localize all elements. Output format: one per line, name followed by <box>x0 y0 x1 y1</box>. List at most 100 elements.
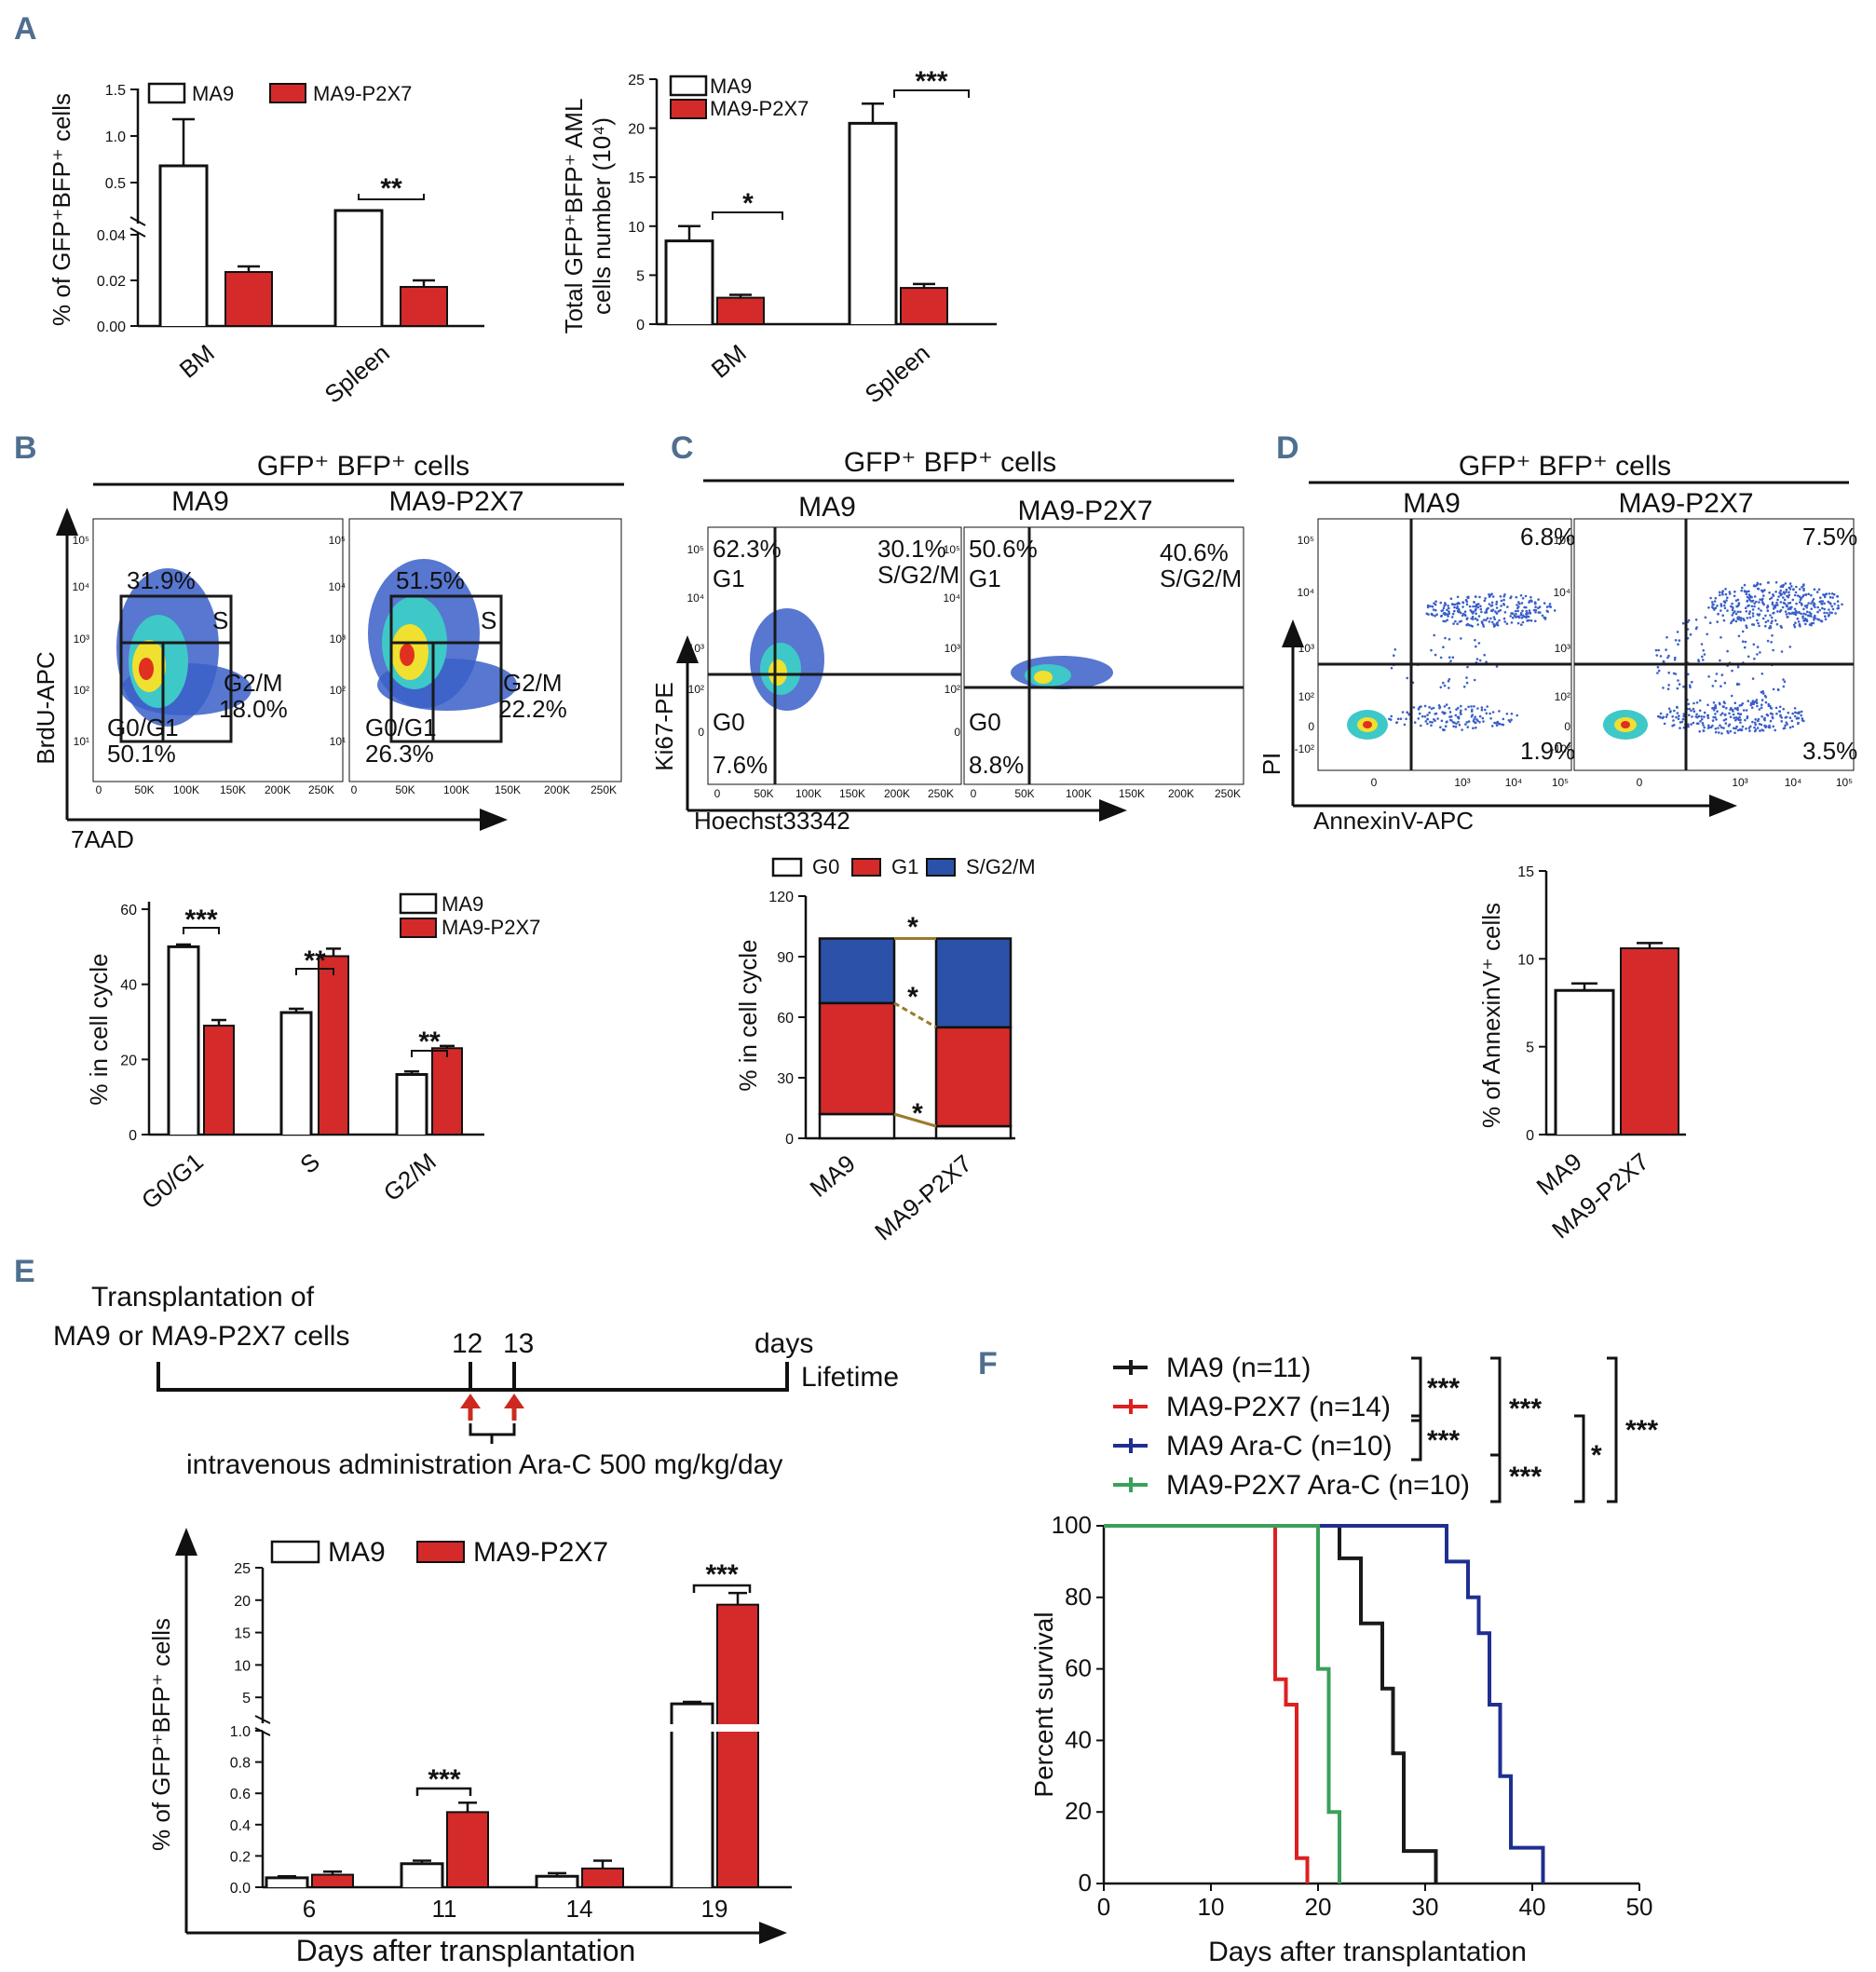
event-dot <box>1752 584 1756 588</box>
event-dot <box>1472 727 1475 729</box>
event-dot <box>1443 705 1447 708</box>
event-dot <box>1726 609 1729 612</box>
event-dot <box>1698 730 1701 733</box>
event-dot <box>1534 605 1537 608</box>
event-dot <box>1780 584 1784 588</box>
event-dot <box>1446 608 1448 612</box>
event-dot <box>1697 660 1700 663</box>
x-tick-label: 10 <box>1198 1893 1225 1921</box>
event-dot <box>1461 601 1464 604</box>
pct-g0: 7.6% <box>713 751 768 779</box>
event-dot <box>1706 703 1709 707</box>
event-dot <box>1743 619 1746 622</box>
tick-label: 10⁴ <box>1553 586 1570 599</box>
event-dot <box>1790 719 1794 723</box>
event-dot <box>1782 678 1785 681</box>
event-dot <box>1716 605 1719 607</box>
event-dot <box>1762 594 1765 597</box>
event-dot <box>1465 721 1469 724</box>
survival-curve <box>1104 1524 1310 1884</box>
sig-label: ** <box>304 945 326 976</box>
event-dot <box>1452 725 1455 728</box>
flow-title: MA9 <box>1403 488 1461 519</box>
bars <box>664 102 948 326</box>
tick-label: 100K <box>1066 787 1092 800</box>
event-dot <box>1529 619 1533 622</box>
event-dot <box>1779 589 1782 592</box>
event-dot <box>1720 605 1723 607</box>
event-dot <box>1802 589 1805 592</box>
event-dot <box>1691 680 1693 684</box>
event-dot <box>1833 603 1836 605</box>
gate-label-g0g1: G0/G1 <box>107 714 179 741</box>
y-axis-label-line2: cells number (10⁴) <box>588 117 616 315</box>
event-dot <box>1707 606 1710 609</box>
event-dot <box>1834 612 1837 615</box>
event-dot <box>1698 709 1702 713</box>
event-dot <box>1720 732 1723 735</box>
event-dot <box>1687 725 1690 728</box>
y-axis-label: % of AnnexinV⁺ cells <box>1477 903 1505 1128</box>
event-dot <box>1396 717 1400 721</box>
event-dot <box>1785 715 1788 719</box>
event-dot <box>1488 620 1491 623</box>
gate-label-g0g1: G0/G1 <box>365 714 437 741</box>
legend-label-g1: G1 <box>891 855 918 878</box>
event-dot <box>1681 717 1685 721</box>
event-dot <box>1736 617 1739 620</box>
event-dot <box>1790 585 1793 588</box>
event-dot <box>1508 720 1512 724</box>
event-dot <box>1793 714 1797 718</box>
event-dot <box>1471 610 1475 614</box>
event-dot <box>1714 730 1718 734</box>
event-dot <box>1543 602 1546 605</box>
tick-label: -10² <box>1295 742 1314 755</box>
event-dot <box>1803 605 1807 607</box>
event-dot <box>1733 590 1736 593</box>
event-dot <box>1723 606 1727 610</box>
event-dot <box>1782 707 1785 711</box>
event-dot <box>1752 643 1756 646</box>
event-dot <box>1723 714 1727 716</box>
event-dot <box>1787 616 1789 619</box>
y-axis-label-line1: Total GFP⁺BFP⁺ AML <box>560 99 588 334</box>
tick-label: 10³ <box>1732 776 1747 789</box>
tick-label: 0.02 <box>97 274 126 290</box>
x-tick-label: 30 <box>1412 1893 1439 1921</box>
event-dot <box>1752 623 1756 626</box>
legend-label-p2x7: MA9-P2X7 <box>442 916 540 939</box>
segment-g1 <box>818 1001 896 1116</box>
event-dot <box>1484 611 1487 614</box>
event-dot <box>1458 620 1461 623</box>
event-dot <box>1711 707 1714 710</box>
event-dot <box>1502 598 1505 602</box>
event-dot <box>1738 704 1742 707</box>
event-dot <box>1744 640 1747 644</box>
event-dot <box>1754 721 1757 725</box>
tick-label: 10⁴ <box>72 580 89 593</box>
event-dot <box>1474 715 1476 718</box>
bar-ma9 <box>1554 988 1615 1135</box>
event-dot <box>1441 609 1445 612</box>
event-dot <box>1695 722 1699 725</box>
event-dot <box>1529 599 1531 603</box>
flow-title: MA9 <box>798 492 856 523</box>
event-dot <box>1706 714 1709 717</box>
bar-p2x7 <box>431 1047 463 1136</box>
event-dot <box>1434 653 1437 657</box>
event-dot <box>1805 604 1809 607</box>
tick-label: 10 <box>628 220 645 236</box>
event-dot <box>1465 618 1469 620</box>
pct-upper-right: 7.5% <box>1802 523 1857 551</box>
event-dot <box>1463 610 1467 613</box>
event-dot <box>1734 727 1737 730</box>
event-dot <box>1403 723 1407 727</box>
x-tick-label: S <box>294 1148 325 1179</box>
event-dot <box>1553 609 1557 612</box>
event-dot <box>1778 710 1781 713</box>
bars <box>167 943 463 1136</box>
event-dot <box>1405 717 1407 721</box>
event-dot <box>1494 610 1497 613</box>
tick-label: 10³ <box>74 632 89 646</box>
tick-label: 1.5 <box>105 83 126 99</box>
